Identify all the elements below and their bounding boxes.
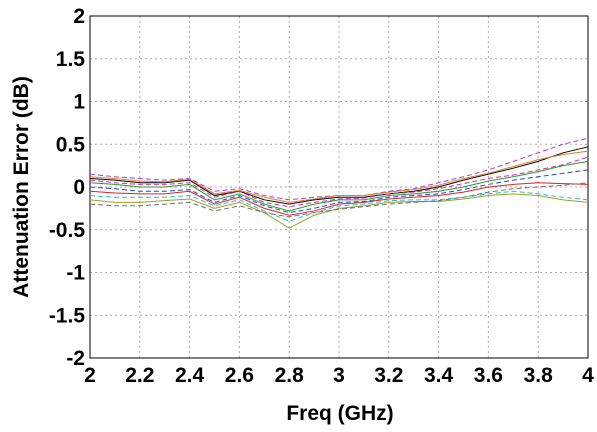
y-axis-label: Attenuation Error (dB)	[10, 76, 33, 298]
y-tick-label: 0	[73, 176, 85, 199]
series-line	[89, 193, 589, 229]
x-tick-label: 4	[582, 364, 594, 387]
y-tick-label: -0.5	[49, 219, 86, 242]
x-tick-label: 3.2	[374, 364, 403, 387]
series-line	[89, 160, 589, 212]
series-line	[89, 150, 589, 203]
x-tick-label: 2.4	[175, 364, 205, 387]
y-tick-label: 1.5	[56, 48, 86, 71]
x-tick-label: 2.8	[275, 364, 305, 387]
x-tick-label: 3	[333, 364, 345, 387]
x-tick-label: 3.4	[424, 364, 454, 387]
y-tick-label: -1	[66, 262, 85, 285]
y-tick-label: 2	[73, 5, 85, 28]
series-line	[89, 182, 589, 216]
y-tick-label: 1	[73, 91, 85, 114]
x-tick-label: 3.8	[524, 364, 554, 387]
x-axis-label: Freq (GHz)	[286, 402, 393, 425]
y-tick-label: 0.5	[56, 133, 86, 156]
y-tick-label: -2	[66, 347, 85, 370]
y-tick-label: -1.5	[49, 304, 86, 327]
series-line	[89, 182, 589, 218]
series-line	[89, 190, 589, 222]
series-line	[89, 156, 589, 208]
series-line	[89, 137, 589, 201]
x-tick-label: 2.2	[125, 364, 154, 387]
x-tick-label: 2	[84, 364, 96, 387]
x-tick-label: 2.6	[225, 364, 254, 387]
series-line	[89, 146, 589, 205]
x-tick-label: 3.6	[474, 364, 503, 387]
series-line	[89, 169, 589, 214]
